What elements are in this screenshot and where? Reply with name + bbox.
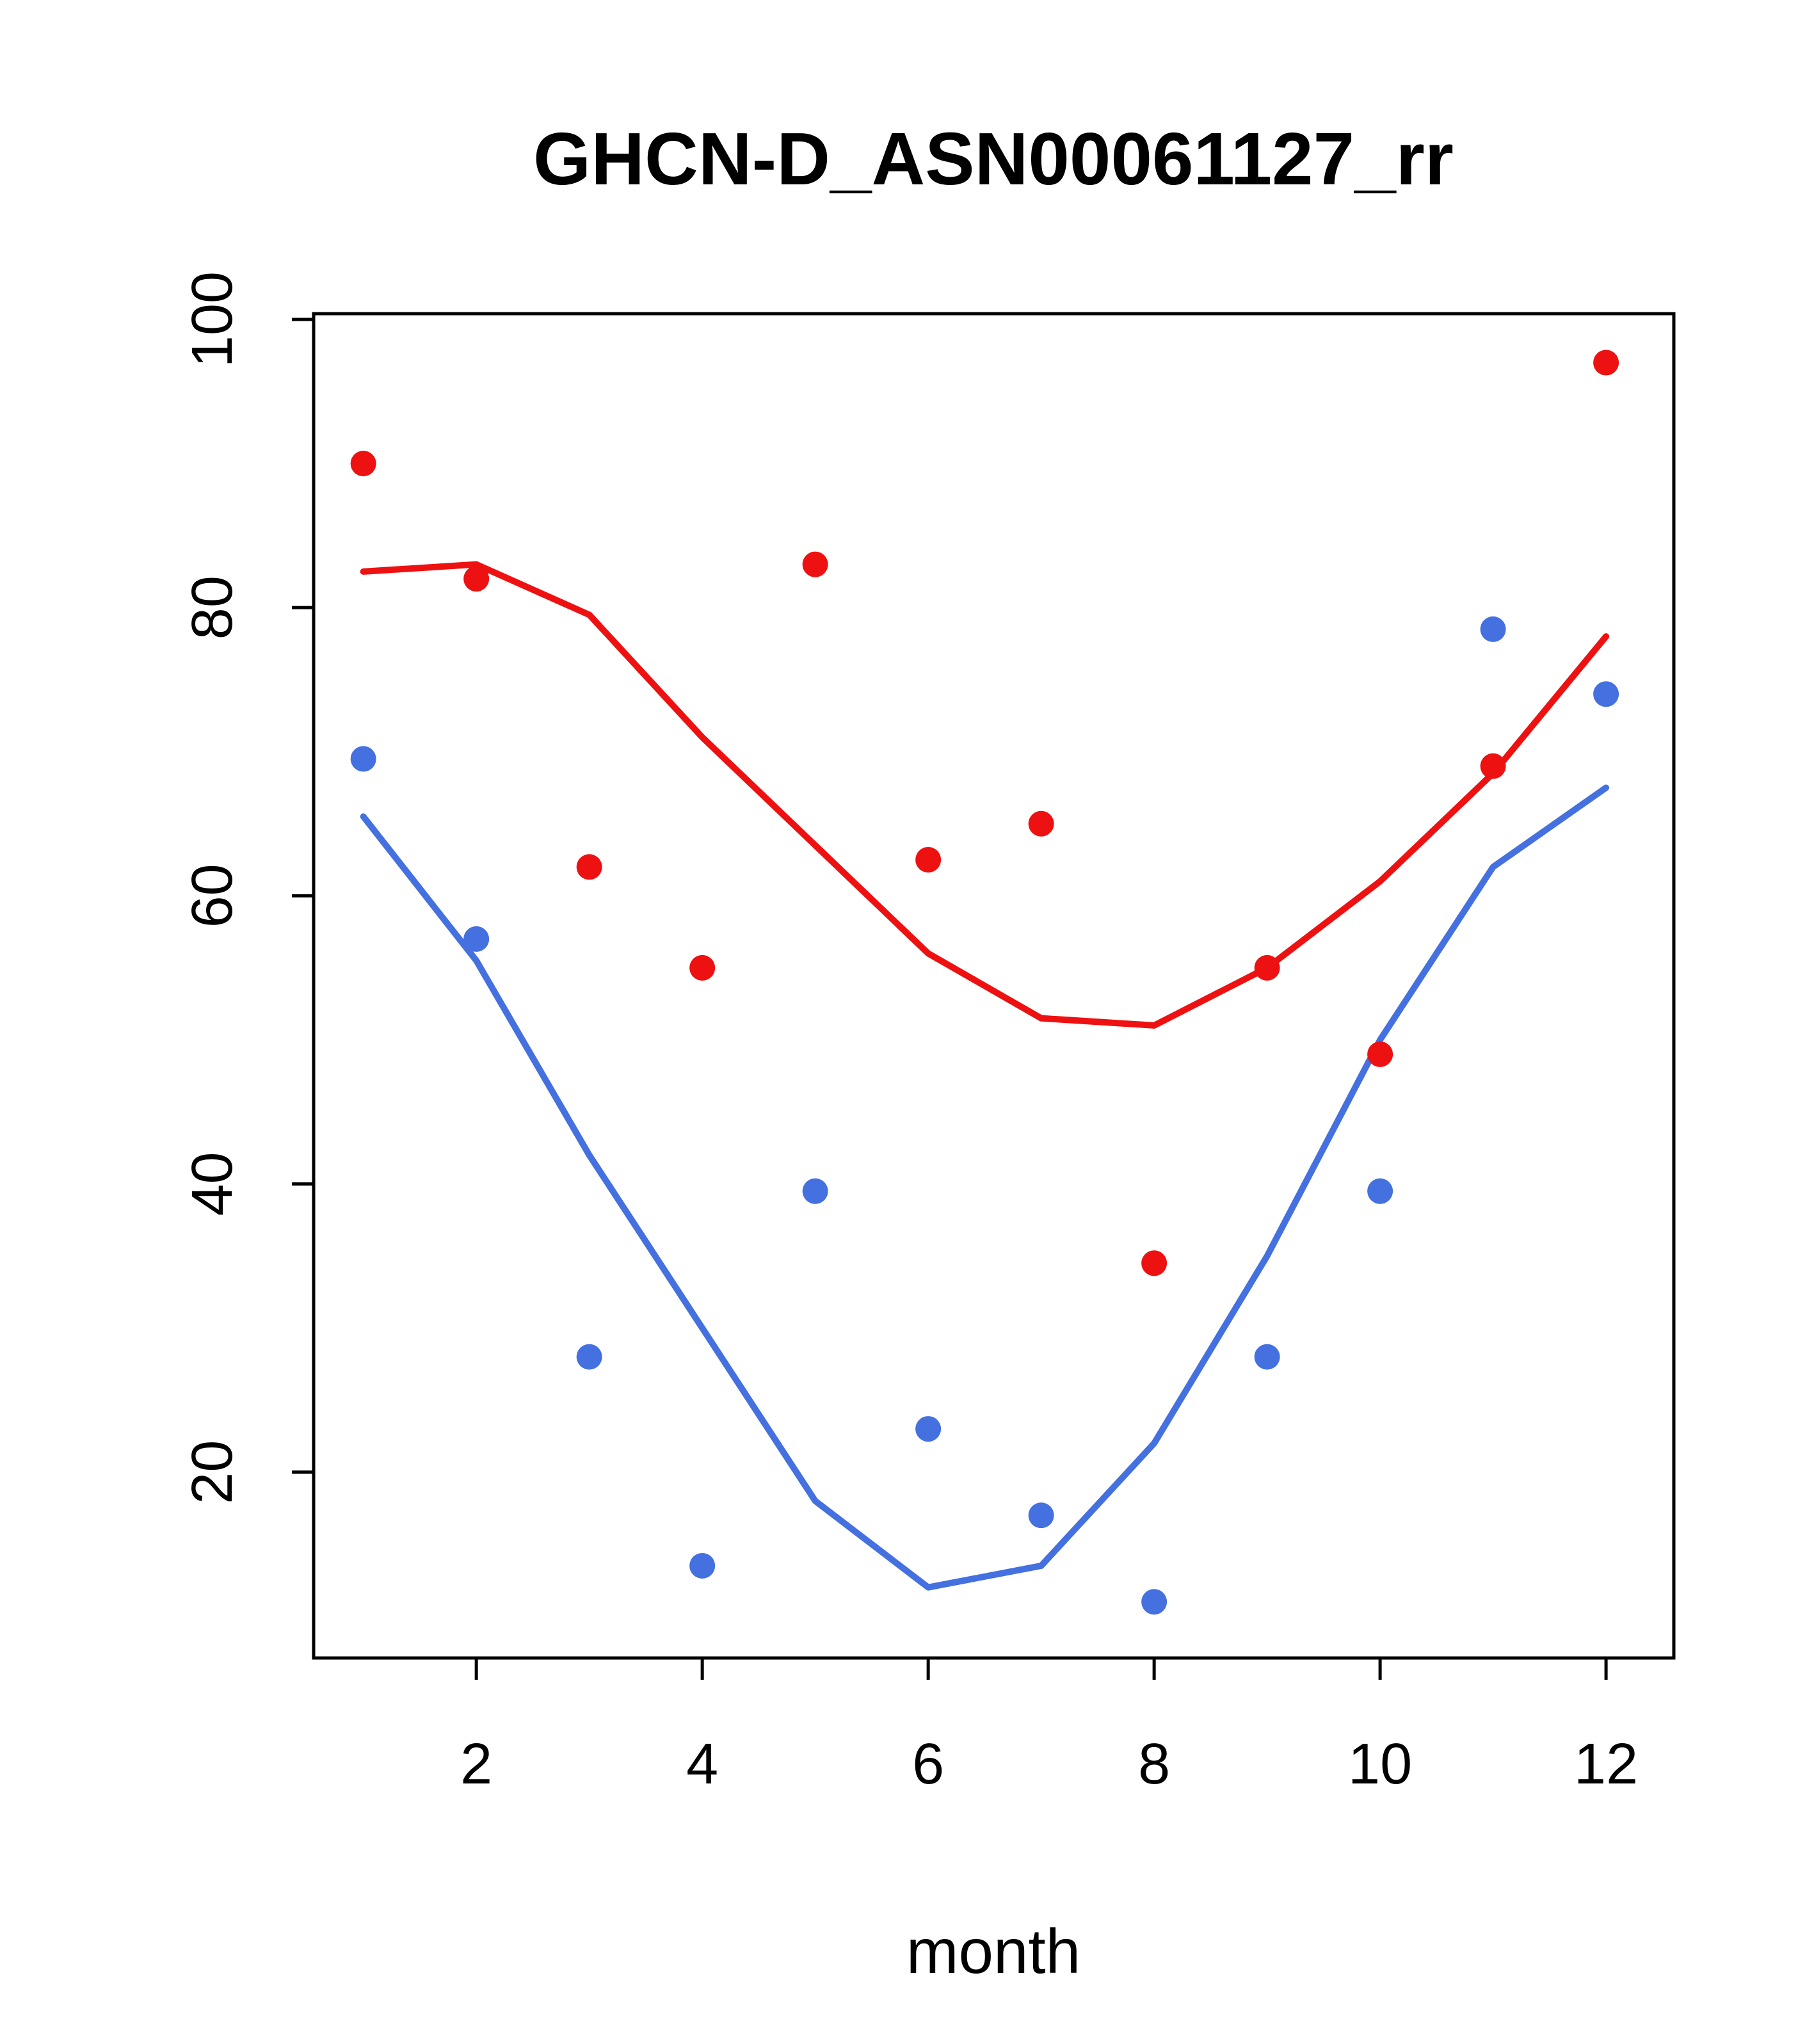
- blue-scatter-point: [350, 746, 376, 772]
- blue-scatter-point: [802, 1178, 828, 1204]
- red-scatter-point: [1593, 350, 1619, 376]
- x-tick-label: 12: [1574, 1732, 1638, 1796]
- x-tick-label: 6: [912, 1732, 944, 1796]
- plot-box: [312, 312, 1676, 1660]
- y-tick-label: 80: [181, 575, 245, 640]
- red-scatter-point: [689, 954, 716, 981]
- x-tick-label: 2: [460, 1732, 492, 1796]
- red-scatter-point: [463, 566, 490, 592]
- blue-scatter-point: [1141, 1589, 1168, 1615]
- blue-scatter-point: [463, 926, 490, 952]
- y-tick-label: 20: [181, 1440, 245, 1504]
- red-scatter-point: [915, 847, 942, 873]
- blue-scatter-point: [1367, 1178, 1393, 1204]
- red-scatter-point: [1367, 1041, 1393, 1067]
- y-tick-label: 100: [181, 271, 245, 367]
- y-tick-label: 60: [181, 864, 245, 928]
- red-scatter-point: [350, 451, 376, 477]
- blue-scatter-point: [576, 1344, 602, 1370]
- x-tick-label: 8: [1138, 1732, 1170, 1796]
- red-scatter-point: [1254, 954, 1280, 981]
- red-scatter-point: [1028, 810, 1054, 837]
- axes-layer: 2 4 6 8 10 12 20 40 60 80 100: [181, 271, 1638, 1796]
- red-scatter-point: [1480, 753, 1506, 779]
- blue-scatter-point: [1593, 681, 1619, 707]
- blue-scatter-point: [915, 1416, 942, 1442]
- x-tick-label: 4: [686, 1732, 718, 1796]
- blue-scatter-point: [689, 1552, 716, 1579]
- blue-scatter-point: [1254, 1344, 1280, 1370]
- x-tick-label: 10: [1348, 1732, 1412, 1796]
- series-layer: [350, 350, 1619, 1615]
- blue-trend-line: [360, 784, 1610, 1591]
- y-tick-label: 40: [181, 1152, 245, 1216]
- chart-title: GHCN-D_ASN00061127_rr: [533, 117, 1454, 200]
- x-axis-label: month: [906, 1916, 1080, 1986]
- red-scatter-point: [576, 854, 602, 880]
- red-trend-line: [360, 561, 1610, 1029]
- blue-scatter-point: [1028, 1502, 1054, 1529]
- red-scatter-point: [1141, 1250, 1168, 1276]
- blue-scatter-point: [1480, 616, 1506, 642]
- red-scatter-point: [802, 551, 828, 577]
